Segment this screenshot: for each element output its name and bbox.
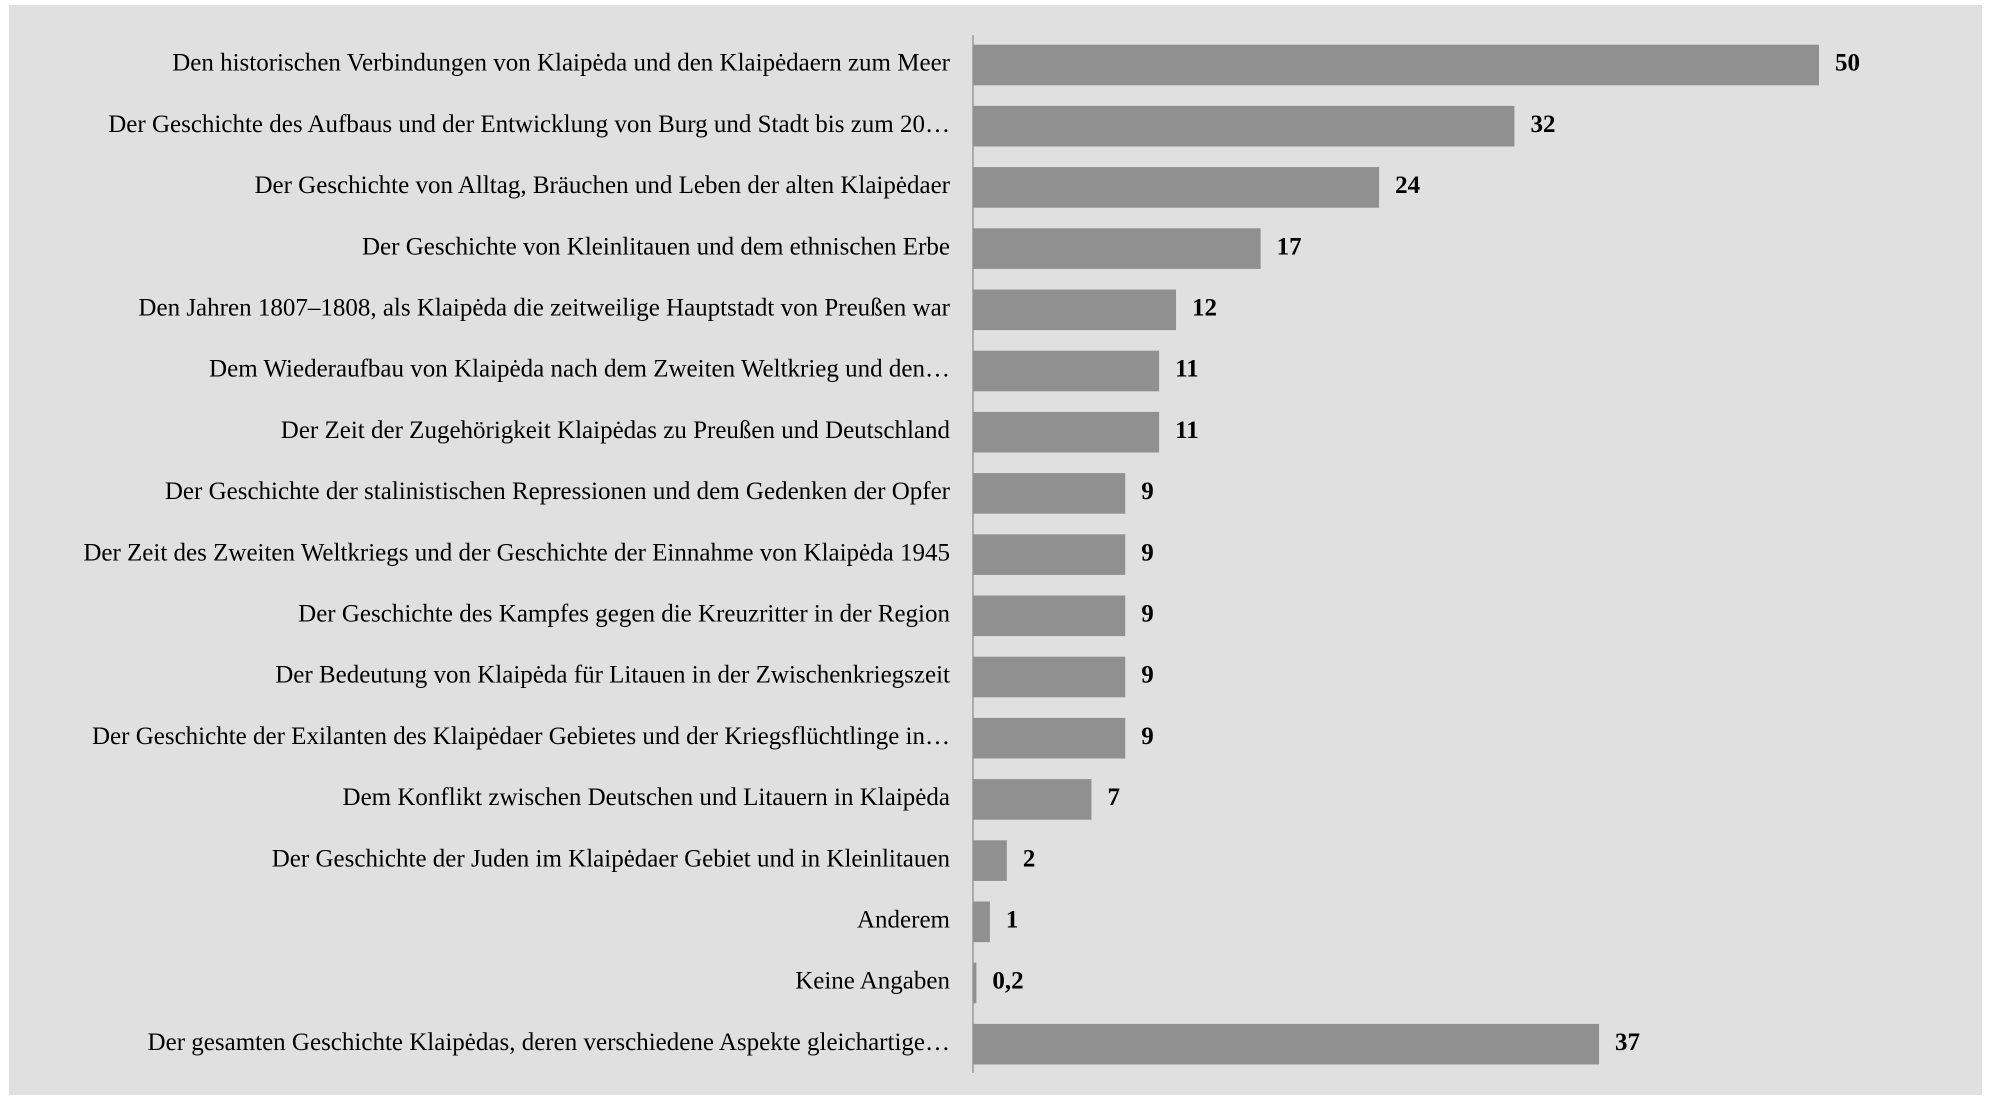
category-label: Der Geschichte der Juden im Klaipėdaer G… [272, 845, 951, 872]
value-label: 9 [1141, 662, 1154, 689]
bar [973, 350, 1160, 392]
category-label: Der gesamten Geschichte Klaipėdas, deren… [148, 1029, 950, 1056]
bar [973, 167, 1380, 208]
category-label: Dem Konflikt zwischen Deutschen und Lita… [343, 784, 950, 811]
value-label: 11 [1175, 356, 1199, 383]
bar [973, 228, 1261, 269]
bar [973, 901, 990, 943]
category-label: Der Zeit der Zugehörigkeit Klaipėdas zu … [281, 417, 951, 444]
value-label: 9 [1141, 478, 1154, 505]
bar [973, 595, 1126, 637]
value-label: 7 [1107, 784, 1120, 811]
value-label: 17 [1277, 233, 1302, 260]
value-label: 2 [1023, 845, 1036, 872]
category-label: Den historischen Verbindungen von Klaipė… [172, 50, 950, 77]
bar [973, 44, 1819, 86]
value-label: 9 [1141, 601, 1154, 628]
category-label: Der Geschichte von Alltag, Bräuchen und … [254, 172, 950, 199]
category-label: Der Bedeutung von Klaipėda für Litauen i… [275, 662, 950, 689]
bar [973, 962, 977, 1004]
category-label: Der Geschichte von Kleinlitauen und dem … [362, 233, 950, 260]
value-label: 12 [1192, 295, 1217, 322]
bar [973, 534, 1126, 575]
bar [973, 289, 1177, 331]
bar [973, 473, 1126, 514]
category-label: Anderem [857, 907, 951, 934]
bar [973, 411, 1160, 453]
value-label: 9 [1141, 723, 1154, 750]
bar [973, 840, 1007, 881]
value-label: 1 [1006, 907, 1019, 934]
category-label: Den Jahren 1807–1808, als Klaipėda die z… [138, 295, 950, 322]
bar [973, 1023, 1600, 1065]
category-label: Der Geschichte des Kampfes gegen die Kre… [298, 601, 950, 628]
value-label: 9 [1141, 539, 1154, 566]
category-label: Keine Angaben [795, 968, 950, 995]
bar [973, 105, 1515, 147]
value-label: 0,2 [992, 968, 1023, 995]
category-label: Der Geschichte des Aufbaus und der Entwi… [108, 111, 950, 138]
value-label: 50 [1835, 50, 1860, 77]
category-label: Der Zeit des Zweiten Weltkriegs und der … [83, 539, 950, 566]
bar [973, 717, 1126, 759]
category-label: Der Geschichte der Exilanten des Klaipėd… [92, 723, 950, 750]
value-label: 32 [1530, 111, 1555, 138]
value-label: 37 [1615, 1029, 1640, 1056]
category-label: Der Geschichte der stalinistischen Repre… [165, 478, 951, 505]
value-label: 24 [1395, 172, 1421, 199]
bar [973, 656, 1126, 698]
bar [973, 779, 1092, 820]
category-label: Dem Wiederaufbau von Klaipėda nach dem Z… [209, 356, 950, 383]
value-label: 11 [1175, 417, 1199, 444]
